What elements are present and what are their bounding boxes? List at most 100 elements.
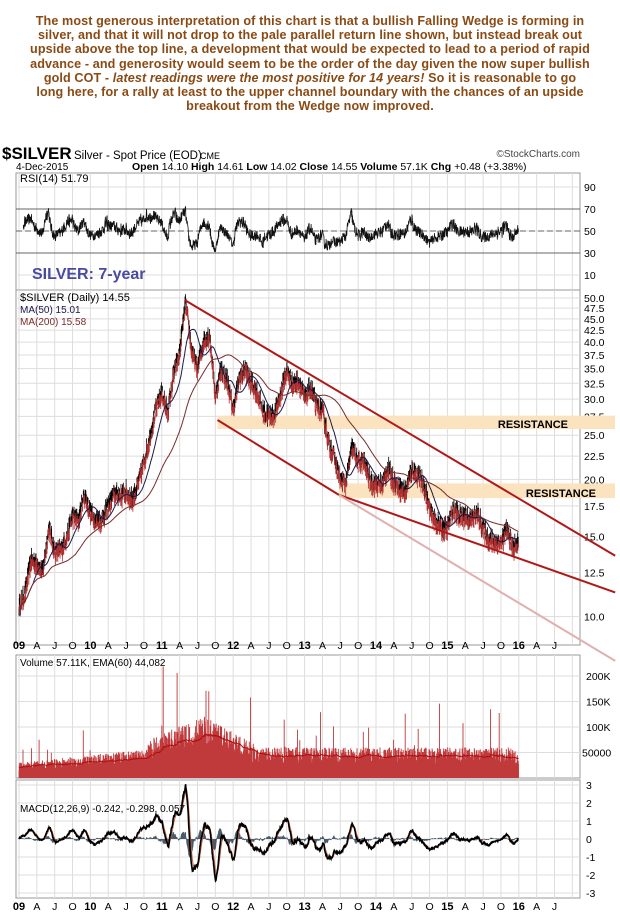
x-axis-label: J [552, 640, 557, 652]
annotation-italic: latest readings were the most positive f… [112, 70, 425, 85]
macd-tick: -1 [586, 852, 595, 864]
x-axis-label: O [497, 640, 505, 652]
x-axis-label: A [390, 640, 397, 652]
x-axis-label: A [390, 901, 397, 913]
x-axis-label: J [195, 901, 200, 913]
description: Silver - Spot Price (EOD) [74, 150, 202, 162]
x-axis-label: A [533, 901, 540, 913]
rsi-tick: 50 [584, 226, 596, 238]
macd-tick: 1 [586, 816, 592, 828]
x-axis-label: A [319, 901, 326, 913]
price-tick: 20.0 [584, 474, 605, 486]
high-label: High [191, 161, 214, 173]
x-axis-label: J [338, 640, 343, 652]
volume-legend: Volume 57.11K, EMA(60) 44,082 [20, 658, 166, 669]
x-axis-label: 13 [298, 640, 310, 652]
x-axis-label: J [409, 640, 414, 652]
overlay-title: SILVER: 7-year [32, 266, 146, 283]
x-axis-label: 12 [227, 640, 239, 652]
panel-price [15, 289, 581, 646]
volume-label: Volume [360, 161, 397, 173]
macd-tick: 0 [586, 834, 592, 846]
x-axis-label: O [425, 901, 433, 913]
x-axis-label: O [140, 640, 148, 652]
macd-tick: 2 [586, 798, 592, 810]
x-axis-label: 16 [513, 640, 525, 652]
trendline-channel-lower [216, 419, 340, 496]
annotation-text: The most generous interpretation of this… [30, 14, 590, 113]
exchange: CME [200, 151, 220, 161]
price-tick: 30.0 [584, 394, 605, 406]
annotation-part2: So it is reasonable to go long here, for… [36, 70, 584, 114]
x-axis-label: A [533, 640, 540, 652]
x-axis-label: A [176, 640, 183, 652]
x-axis-label: 16 [513, 901, 525, 913]
macd-tick: 3 [586, 780, 592, 792]
volume-value: 57.1K [400, 161, 427, 173]
macd-line [18, 784, 519, 883]
x-axis-label: J [195, 640, 200, 652]
x-axis-label: O [354, 640, 362, 652]
resistance-label-1: RESISTANCE [498, 419, 568, 431]
x-axis-label: 09 [13, 640, 25, 652]
x-axis-label: A [105, 901, 112, 913]
close-label: Close [300, 161, 329, 173]
x-axis-label: 14 [370, 640, 383, 652]
rsi-line [22, 206, 519, 253]
x-axis-label: A [248, 901, 255, 913]
x-axis-label: O [283, 901, 291, 913]
volume-bars [18, 666, 519, 778]
x-axis-label: 11 [156, 640, 168, 652]
x-axis-label: O [497, 901, 505, 913]
macd-tick: -3 [586, 888, 595, 900]
x-axis-label: O [211, 640, 219, 652]
x-axis-label: J [552, 901, 557, 913]
x-axis-label: O [354, 901, 362, 913]
trendline-wedge-upper [184, 299, 616, 557]
volume-tick: 150K [586, 697, 611, 709]
macd-tick: -2 [586, 870, 595, 882]
rsi-tick: 90 [584, 182, 596, 194]
volume-ema-line [18, 733, 519, 769]
price-tick: 45.0 [584, 314, 605, 326]
x-axis-label: 11 [156, 901, 168, 913]
price-legend: $SILVER (Daily) 14.55 [20, 292, 130, 304]
x-axis-label: A [248, 640, 255, 652]
rsi-tick: 70 [584, 204, 596, 216]
x-axis-label: J [123, 901, 128, 913]
x-axis-label: J [480, 901, 485, 913]
chg-label: Chg [431, 161, 451, 173]
resistance-zone [217, 415, 615, 430]
x-axis-label: A [33, 901, 40, 913]
chg-value: +0.48 (+3.38%) [454, 161, 526, 173]
x-axis-label: O [68, 901, 76, 913]
trendline-return-line [338, 494, 616, 662]
x-axis-label: J [338, 901, 343, 913]
symbol: $SILVER [2, 144, 72, 163]
x-axis-label: 13 [298, 901, 310, 913]
low-label: Low [246, 161, 268, 173]
volume-tick: 100K [586, 722, 611, 734]
x-axis-label: 15 [441, 901, 453, 913]
x-axis-label: J [52, 901, 57, 913]
x-axis-label: J [480, 640, 485, 652]
x-axis-label: O [211, 901, 219, 913]
date: 4-Dec-2015 [16, 162, 69, 173]
volume-tick: 200K [586, 671, 611, 683]
x-axis-label: A [462, 901, 469, 913]
price-tick: 10.0 [584, 612, 605, 624]
x-axis-label: 09 [13, 901, 25, 913]
x-axis-label: 10 [84, 640, 96, 652]
x-axis-label: 10 [84, 901, 96, 913]
x-axis-label: J [123, 640, 128, 652]
x-axis-label: J [409, 901, 414, 913]
annotation-part1: The most generous interpretation of this… [30, 14, 590, 85]
price-tick: 22.5 [584, 451, 605, 463]
ohlc-line: Open 14.10 High 14.61 Low 14.02 Close 14… [132, 161, 526, 173]
low-value: 14.02 [270, 161, 296, 173]
price-tick: 12.5 [584, 567, 605, 579]
open-label: Open [132, 161, 159, 173]
rsi-tick: 30 [584, 248, 596, 260]
watermark: ©StockCharts.com [496, 149, 580, 160]
